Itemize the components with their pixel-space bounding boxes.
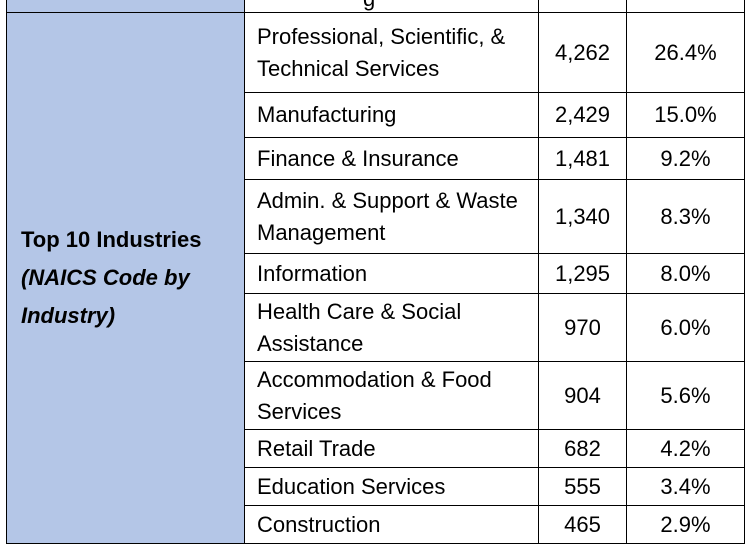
industry-name: Retail Trade: [244, 429, 539, 468]
industry-name: Admin. & Support & Waste Management: [244, 179, 539, 254]
industry-count: 1,295: [538, 253, 627, 294]
industry-percent: 8.3%: [626, 179, 745, 254]
partial-industry-cell: g: [244, 0, 539, 13]
industry-percent: 8.0%: [626, 253, 745, 294]
industry-name: Education Services: [244, 467, 539, 506]
industry-name: Information: [244, 253, 539, 294]
table-row: Education Services 555 3.4%: [7, 467, 745, 506]
industry-count: 1,340: [538, 179, 627, 254]
industry-name: Construction: [244, 505, 539, 544]
industry-percent: 2.9%: [626, 505, 745, 544]
category-sublabel: (NAICS Code by Industry): [21, 265, 190, 328]
table-row: Health Care & Social Assistance 970 6.0%: [7, 293, 745, 362]
table-row: Manufacturing 2,429 15.0%: [7, 92, 745, 138]
category-cell: Top 10 Industries (NAICS Code by Industr…: [6, 12, 245, 544]
industry-percent: 4.2%: [626, 429, 745, 468]
table-row-partial-top: g: [6, 0, 745, 13]
industry-name: Professional, Scientific, & Technical Se…: [244, 12, 539, 93]
industry-count: 555: [538, 467, 627, 506]
industry-percent: 15.0%: [626, 92, 745, 138]
industry-count: 970: [538, 293, 627, 362]
industry-percent: 6.0%: [626, 293, 745, 362]
table-row: Information 1,295 8.0%: [7, 253, 745, 294]
industry-name: Manufacturing: [244, 92, 539, 138]
industry-count: 1,481: [538, 137, 627, 180]
industry-count: 2,429: [538, 92, 627, 138]
industry-name: Finance & Insurance: [244, 137, 539, 180]
partial-count-cell: [538, 0, 627, 13]
table-row: Construction 465 2.9%: [7, 505, 745, 544]
table-row: Retail Trade 682 4.2%: [7, 429, 745, 468]
table-row: Accommodation & Food Services 904 5.6%: [7, 361, 745, 430]
industry-percent: 5.6%: [626, 361, 745, 430]
industry-name: Accommodation & Food Services: [244, 361, 539, 430]
industry-table-container: g Top 10 Industries (NAICS Code by Indus…: [6, 0, 745, 544]
industry-count: 904: [538, 361, 627, 430]
industry-percent: 3.4%: [626, 467, 745, 506]
industry-count: 4,262: [538, 12, 627, 93]
partial-percent-cell: [626, 0, 745, 13]
industry-count: 465: [538, 505, 627, 544]
industry-percent: 26.4%: [626, 12, 745, 93]
table-row: Top 10 Industries (NAICS Code by Industr…: [6, 12, 745, 544]
industry-name: Health Care & Social Assistance: [244, 293, 539, 362]
partial-category-cell: [6, 0, 245, 13]
category-label: Top 10 Industries: [21, 227, 202, 252]
industry-table: g Top 10 Industries (NAICS Code by Indus…: [6, 0, 745, 544]
industry-percent: 9.2%: [626, 137, 745, 180]
industry-count: 682: [538, 429, 627, 468]
